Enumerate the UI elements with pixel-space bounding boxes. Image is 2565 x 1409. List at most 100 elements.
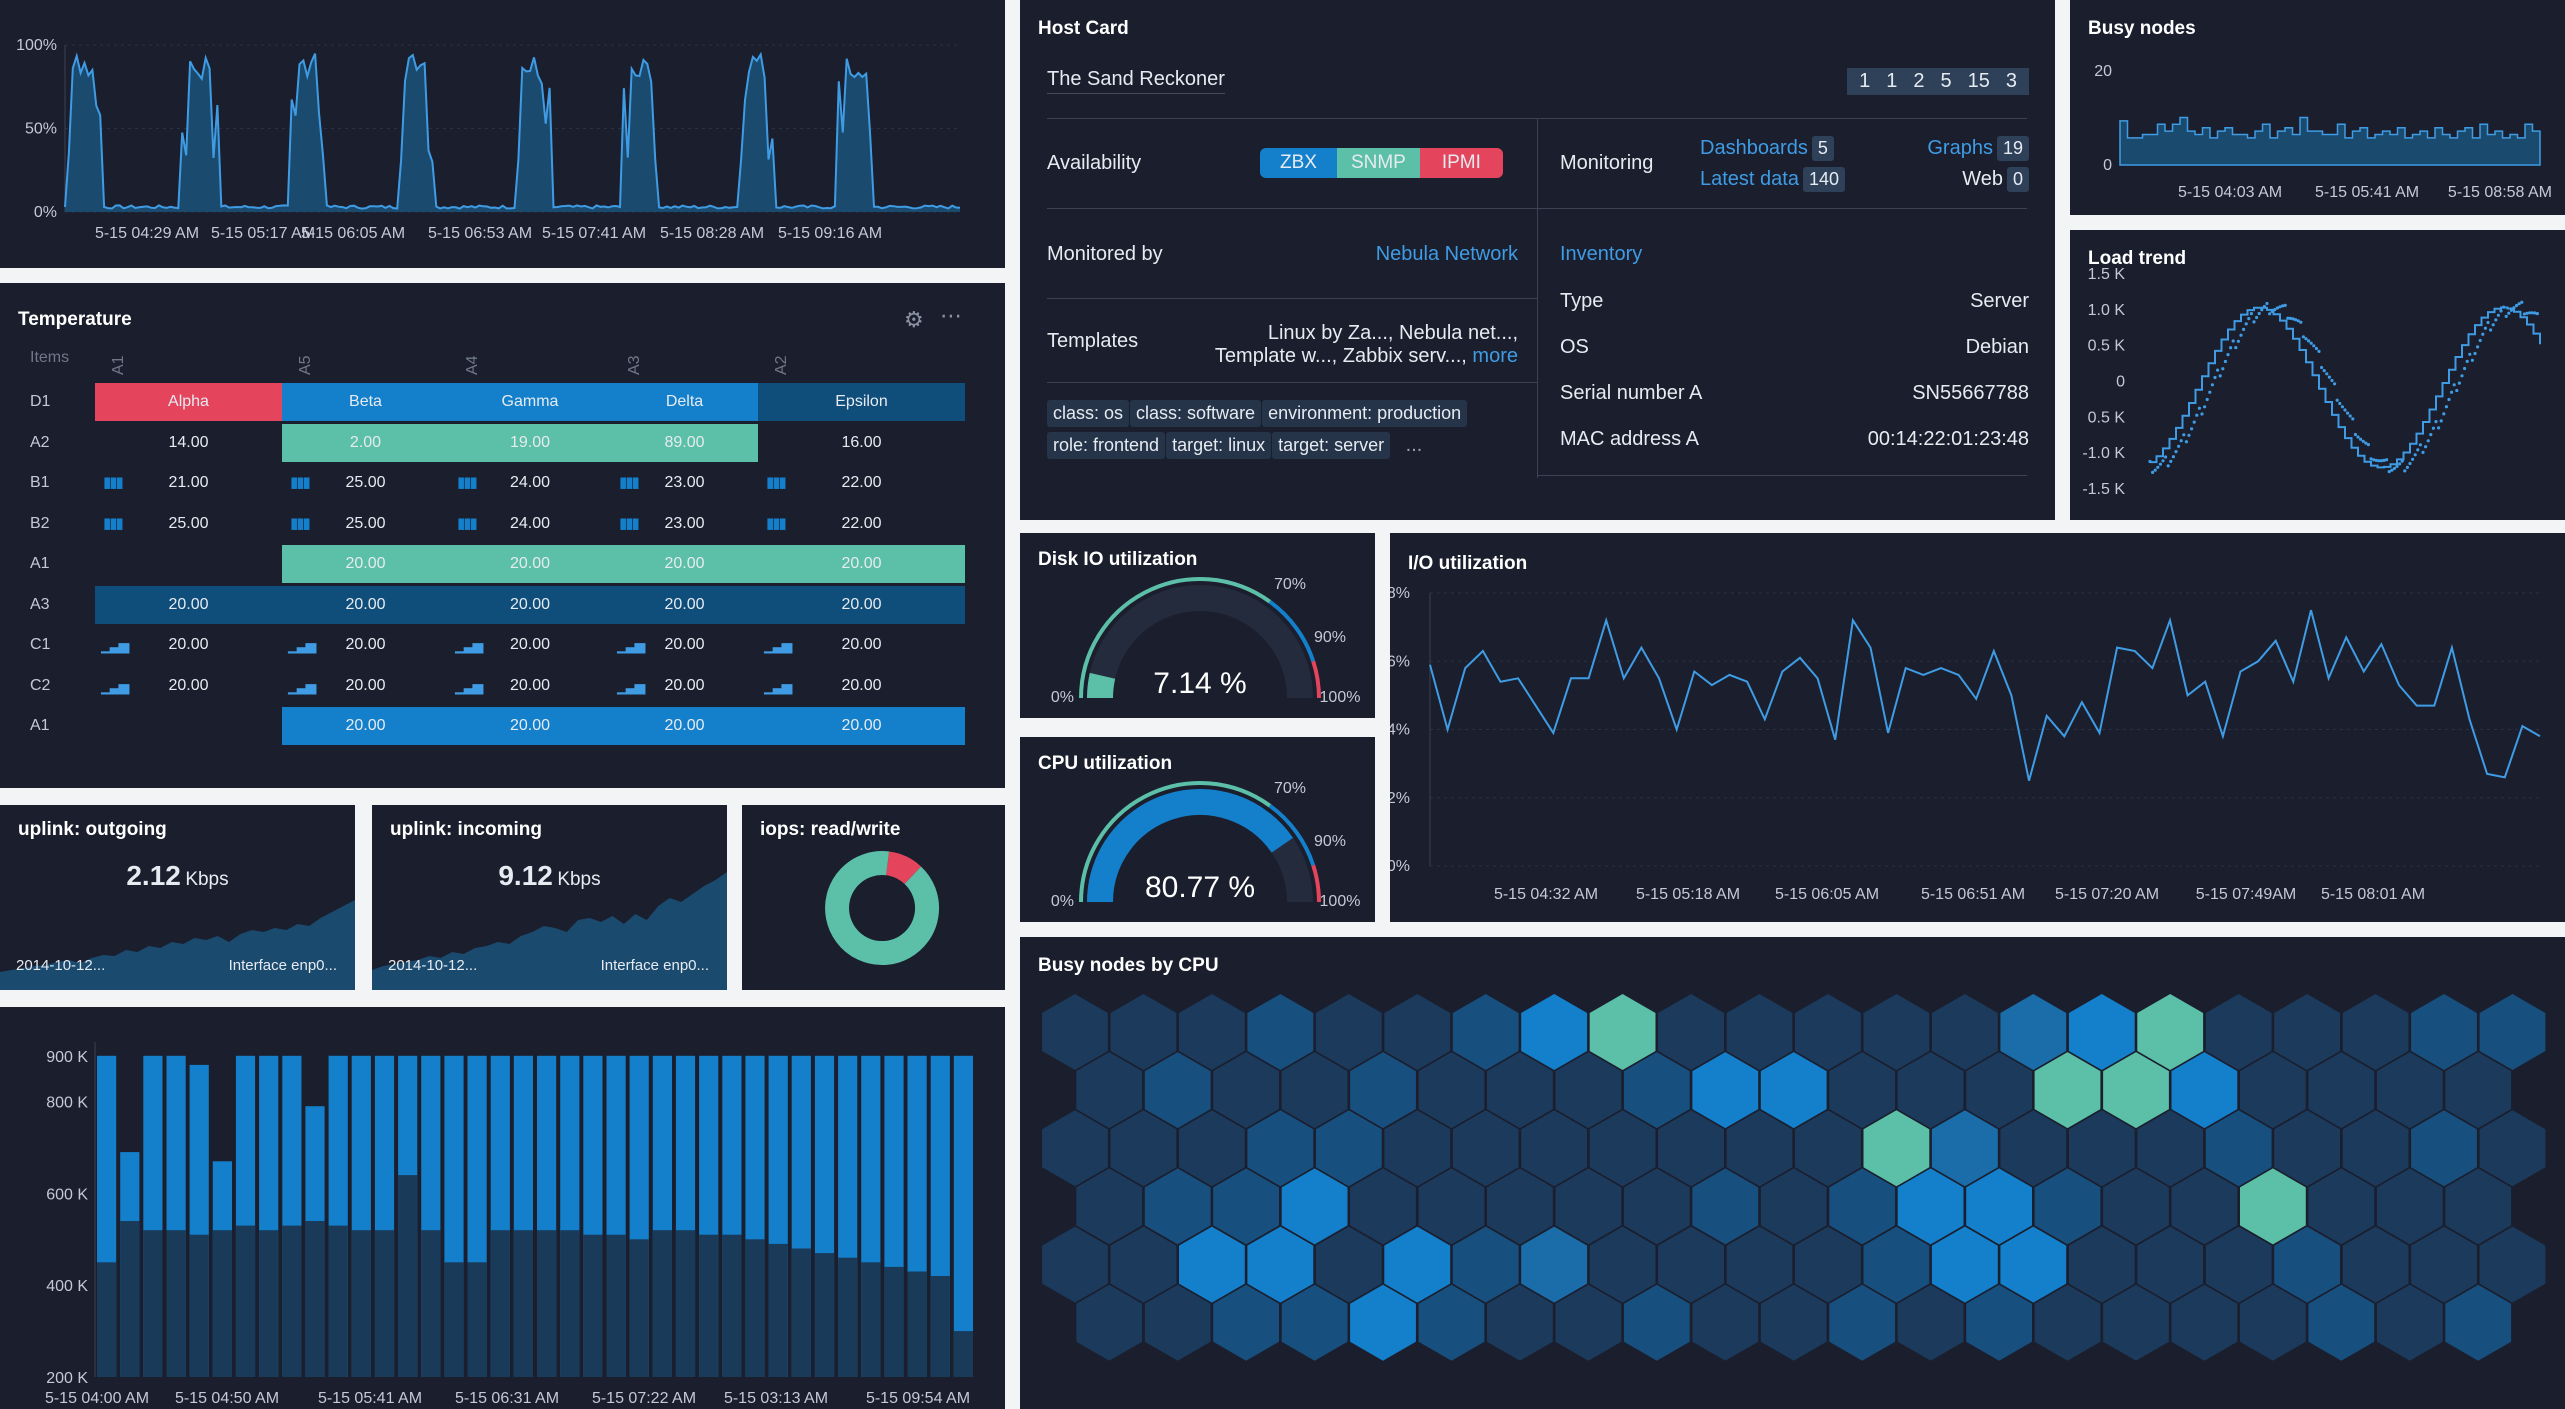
column-header[interactable]: A5 [297, 355, 314, 375]
problem-count[interactable]: 1 [1859, 70, 1871, 92]
table-cell[interactable]: 20.00 ▁▃▅ [95, 667, 282, 705]
dashboards-label[interactable]: Dashboards [1700, 137, 1808, 159]
table-cell[interactable]: 20.00 ▁▃▅ [611, 626, 758, 664]
hex-cell [1076, 1284, 1143, 1361]
cpu-gauge[interactable]: 80.77 % 0% 100% 90% 70% [1020, 737, 1375, 922]
tag[interactable]: class: software [1130, 400, 1262, 427]
load-trend-chart[interactable]: 1.5 K 1.0 K 0.5 K 0 0.5 K -1.0 K -1.5 K [2070, 230, 2565, 520]
table-cell[interactable]: 20.00 [449, 585, 611, 624]
table-cell[interactable]: 16.00 [841, 433, 882, 451]
table-cell[interactable]: 20.00 ▁▃▅ [758, 667, 965, 705]
table-cell[interactable]: 20.00 ▁▃▅ [282, 626, 449, 664]
table-cell[interactable]: 24.00 ▮▮▮ [449, 464, 611, 502]
column-header[interactable]: A2 [773, 355, 790, 375]
table-cell[interactable]: 19.00 [449, 423, 611, 462]
table-cell[interactable]: 25.00 ▮▮▮ [95, 505, 282, 543]
tag[interactable]: target: linux [1166, 432, 1272, 459]
table-cell[interactable]: 20.00 [282, 585, 449, 624]
table-cell[interactable]: 20.00 [758, 707, 965, 745]
uplink-out-sparkline[interactable] [0, 805, 355, 990]
host-name[interactable]: The Sand Reckoner [1047, 68, 1225, 94]
table-cell[interactable]: 89.00 [611, 423, 758, 462]
problem-counts[interactable]: 1 1 2 5 15 3 [1847, 68, 2029, 95]
table-cell[interactable]: 20.00 ▁▃▅ [282, 667, 449, 705]
hex-cell [2479, 1226, 2546, 1303]
tags-more-button[interactable]: ... [1405, 434, 1423, 456]
latest-data-label[interactable]: Latest data [1700, 168, 1799, 190]
gear-icon[interactable]: ⚙ [904, 307, 924, 332]
table-cell[interactable]: 20.00 [758, 545, 965, 583]
bar-base [699, 1234, 719, 1377]
series-point [2387, 470, 2391, 474]
table-cell[interactable]: Delta [611, 383, 758, 421]
table-cell[interactable]: 22.00 ▮▮▮ [758, 505, 965, 543]
more-options-icon[interactable]: ⋯ [940, 303, 962, 328]
disk-io-gauge[interactable]: 7.14 % 0% 100% 90% 70% [1020, 533, 1375, 718]
table-cell[interactable]: Gamma [449, 383, 611, 421]
problem-count[interactable]: 1 [1886, 70, 1898, 92]
inventory-link[interactable]: Inventory [1560, 243, 1643, 265]
table-cell[interactable]: 20.00 [282, 545, 449, 583]
web-link[interactable]: Web 0 [1962, 167, 2029, 192]
table-cell[interactable]: 20.00 ▁▃▅ [449, 626, 611, 664]
problem-count[interactable]: 3 [2005, 70, 2017, 92]
table-cell[interactable]: 20.00 [611, 707, 758, 745]
column-header[interactable]: A3 [626, 355, 643, 375]
monitored-by-link[interactable]: Nebula Network [1375, 243, 1518, 265]
top-graph-chart[interactable]: 100%50%0%5-15 04:29 AM 5-15 05:17 AM5-15 … [0, 0, 1005, 268]
table-cell[interactable]: 20.00 ▁▃▅ [95, 626, 282, 664]
table-cell[interactable]: 20.00 [758, 585, 965, 624]
table-cell[interactable]: Alpha [95, 383, 282, 421]
table-cell[interactable]: 2.00 [282, 423, 449, 462]
table-cell[interactable]: 20.00 [282, 707, 449, 745]
bar-indicator-icon: ▮▮▮ [619, 474, 640, 491]
iops-donut[interactable] [742, 805, 1005, 990]
table-cell[interactable]: 25.00 ▮▮▮ [282, 505, 449, 543]
problem-count[interactable]: 2 [1913, 70, 1925, 92]
table-cell[interactable]: 25.00 ▮▮▮ [282, 464, 449, 502]
busy-cpu-honeycomb[interactable] [1020, 937, 2565, 1409]
table-cell[interactable]: 24.00 ▮▮▮ [449, 505, 611, 543]
table-cell[interactable]: Beta [282, 383, 449, 421]
snmp-badge[interactable]: SNMP [1336, 148, 1420, 178]
table-cell[interactable]: 21.00 ▮▮▮ [95, 464, 282, 502]
table-cell[interactable]: 23.00 ▮▮▮ [611, 464, 758, 502]
bar-chart[interactable]: 900 K 800 K 600 K 400 K 200 K 5-15 04:00 AM 5-… [0, 1007, 1005, 1409]
table-cell[interactable]: 20.00 [449, 545, 611, 583]
busy-nodes-chart[interactable]: 20 0 5-15 04:03 AM 5-15 05:41 AM 5-15 08:58 … [2070, 0, 2565, 215]
graphs-label[interactable]: Graphs [1927, 137, 1993, 159]
tag[interactable]: class: os [1047, 400, 1130, 427]
latest-data-link[interactable]: Latest data 140 [1700, 167, 1846, 192]
table-cell[interactable]: Epsilon [758, 383, 965, 421]
table-cell[interactable]: 20.00 [611, 585, 758, 624]
dashboards-link[interactable]: Dashboards 5 [1700, 136, 1834, 161]
problem-count[interactable]: 15 [1967, 70, 1990, 92]
table-cell[interactable]: 14.00 [168, 433, 209, 451]
table-cell[interactable] [95, 707, 282, 745]
table-cell[interactable]: 20.00 ▁▃▅ [758, 626, 965, 664]
x-tick-label: 5-15 04:29 AM [95, 225, 199, 242]
table-cell[interactable]: 22.00 ▮▮▮ [758, 464, 965, 502]
series-point [2148, 459, 2152, 464]
y-tick-label: 0% [34, 204, 57, 221]
table-cell[interactable]: 20.00 [611, 545, 758, 583]
uplink-in-sparkline[interactable] [372, 805, 727, 990]
tag[interactable]: role: frontend [1047, 432, 1166, 459]
zbx-badge[interactable]: ZBX [1260, 148, 1337, 178]
table-cell[interactable]: 23.00 ▮▮▮ [611, 505, 758, 543]
tag[interactable]: target: server [1272, 432, 1391, 459]
column-header[interactable]: A1 [110, 355, 127, 375]
io-util-chart[interactable]: 8% 6% 4% 2% 0% 5-15 04:32 AM 5-15 05:18 AM 5-15… [1390, 533, 2565, 922]
table-cell[interactable]: 20.00 [449, 707, 611, 745]
graphs-link[interactable]: Graphs 19 [1927, 136, 2029, 161]
table-cell[interactable]: 20.00 [95, 585, 282, 624]
templates-more-link[interactable]: more [1472, 345, 1518, 367]
series-point [2403, 469, 2407, 473]
ipmi-badge[interactable]: IPMI [1419, 148, 1503, 178]
problem-count[interactable]: 5 [1940, 70, 1952, 92]
tag[interactable]: environment: production [1262, 400, 1468, 427]
column-header[interactable]: A4 [464, 355, 481, 375]
table-cell[interactable]: 20.00 ▁▃▅ [449, 667, 611, 705]
table-cell[interactable]: 20.00 ▁▃▅ [611, 667, 758, 705]
table-cell[interactable] [95, 545, 282, 583]
